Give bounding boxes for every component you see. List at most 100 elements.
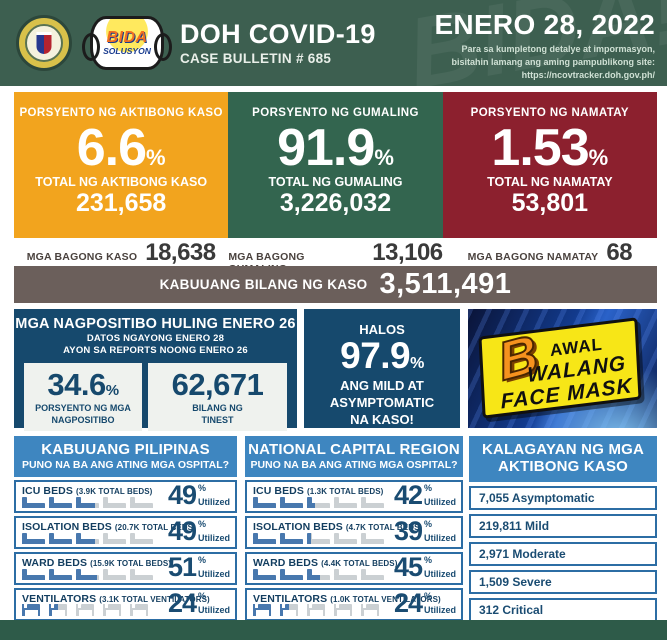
bed-icon (334, 497, 357, 509)
bed-icon (76, 569, 98, 581)
note-line-1: Para sa kumpletong detalye at impormasyo… (461, 44, 655, 54)
bulletin-date: ENERO 28, 2022 (434, 9, 655, 40)
ncr-ward-row: WARD BEDS (4.4K TOTAL BEDS) 45% Utilized (245, 552, 463, 586)
ph-icu-row: ICU BEDS (3.9K TOTAL BEDS) 49% Utilized (14, 480, 237, 514)
bed-icon (280, 497, 303, 509)
utilization-percent: 24% Utilized (167, 588, 230, 619)
deaths-box: PORSYENTO NG NAMATAY 1.53% TOTAL NG NAMA… (442, 92, 657, 238)
active-cases-breakdown-panel: KALAGAYAN NG MGA AKTIBONG KASO 7,055 Asy… (469, 436, 657, 622)
bed-icon (307, 533, 311, 545)
moderate-row: 2,971 Moderate (469, 541, 657, 566)
row-label: WARD BEDS (253, 557, 319, 570)
bed-icon (361, 533, 384, 545)
new-deaths-value: 68 (606, 239, 633, 266)
active-percent-value: 6.6% (76, 119, 166, 177)
deaths-percent-value: 1.53% (491, 119, 609, 177)
positivity-rate-card: 34.6% PORSYENTO NG MGA NAGPOSITIBO (24, 363, 142, 432)
recovered-percent-label: PORSYENTO NG GUMALING (252, 107, 419, 119)
ph-panel-subtitle: PUNO NA BA ANG ATING MGA OSPITAL? (21, 459, 230, 472)
ncr-panel-title: NATIONAL CAPITAL REGION (248, 441, 460, 458)
breakdown-title-line-2: AKTIBONG KASO (497, 458, 629, 476)
tested-count-card: 62,671 BILANG NG TINEST (148, 363, 287, 432)
summary-stats: PORSYENTO NG AKTIBONG KASO 6.6% TOTAL NG… (14, 92, 657, 238)
bed-capacity-icons (22, 529, 170, 545)
bed-capacity-icons (22, 493, 170, 509)
bed-icon (49, 533, 72, 545)
bed-icon (361, 569, 384, 581)
new-recovered-value: 13,106 (372, 239, 443, 266)
bulletin-number: CASE BULLETIN # 685 (180, 51, 332, 67)
new-recovered-cell: MGA BAGONG GUMALING 13,106 (228, 239, 443, 275)
new-cases-value: 18,638 (145, 239, 216, 266)
positivity-title: MGA NAGPOSITIBO HULING ENERO 26 (15, 316, 296, 332)
bed-icon (130, 569, 153, 581)
bed-icon (103, 569, 126, 581)
header-titles: DOH COVID-19 CASE BULLETIN # 685 (180, 18, 376, 67)
row-total: (4.4K TOTAL BEDS) (321, 559, 398, 569)
page-title: DOH COVID-19 (180, 18, 376, 49)
bed-capacity-icons (253, 493, 401, 509)
ventilator-icon (334, 604, 352, 617)
bed-icon (280, 569, 303, 581)
mild-box-caption: ANG MILD AT ASYMPTOMATIC NA KASO! (329, 377, 435, 428)
ventilator-icon (361, 604, 379, 617)
bed-icon (22, 497, 45, 509)
new-cases-cell: MGA BAGONG KASO 18,638 (14, 239, 228, 266)
ventilator-capacity-icons (22, 601, 170, 617)
ncr-panel-header: NATIONAL CAPITAL REGION PUNO NA BA ANG A… (245, 436, 463, 478)
bed-icon (76, 533, 95, 545)
recovered-box: PORSYENTO NG GUMALING 91.9% TOTAL NG GUM… (228, 92, 443, 238)
ventilator-icon (49, 604, 58, 617)
bed-icon (103, 533, 126, 545)
bed-icon (22, 533, 45, 545)
positivity-cards: 34.6% PORSYENTO NG MGA NAGPOSITIBO 62,67… (24, 363, 287, 432)
deaths-percent-label: PORSYENTO NG NAMATAY (470, 107, 629, 119)
total-cases-label: KABUUANG BILANG NG KASO (159, 277, 368, 292)
ventilator-icon (22, 604, 40, 617)
bed-icon (103, 497, 126, 509)
active-cases-box: PORSYENTO NG AKTIBONG KASO 6.6% TOTAL NG… (14, 92, 229, 238)
daily-new-row: MGA BAGONG KASO 18,638 MGA BAGONG GUMALI… (14, 239, 657, 275)
ph-isolation-row: ISOLATION BEDS (20.7K TOTAL BEDS) 49% Uti… (14, 516, 237, 550)
ventilator-icon (307, 604, 325, 617)
bed-icon (334, 533, 357, 545)
positivity-rate-value: 34.6% (47, 367, 119, 402)
bed-icon (253, 569, 276, 581)
bed-icon (22, 569, 45, 581)
severe-row: 1,509 Severe (469, 569, 657, 594)
tracker-url-link[interactable]: https://ncovtracker.doh.gov.ph/ (521, 70, 655, 81)
utilization-percent: 49% Utilized (167, 516, 230, 547)
row-total: (3.1K TOTAL VENTILATORS) (99, 595, 210, 605)
total-cases-value: 3,511,491 (379, 268, 512, 300)
ncr-icu-row: ICU BEDS (1.3K TOTAL BEDS) 42% Utilized (245, 480, 463, 514)
ncr-hospital-panel: NATIONAL CAPITAL REGION PUNO NA BA ANG A… (245, 436, 463, 622)
note-line-2: bisitahin lamang ang aming pampublikong … (451, 57, 655, 68)
row-label: ISOLATION BEDS (22, 521, 112, 534)
mild-percent-value: 97.9% (340, 335, 424, 376)
positivity-rate-label: PORSYENTO NG MGA NAGPOSITIBO (35, 403, 131, 425)
bed-icon (253, 533, 276, 545)
bed-capacity-icons (253, 529, 401, 545)
row-label: VENTILATORS (22, 593, 97, 606)
sign-yellow-board: B AWAL WALANG FACE MASK (478, 317, 642, 419)
mild-row: 219,811 Mild (469, 513, 657, 538)
utilization-percent: 51% Utilized (167, 552, 230, 583)
header-note: Para sa kumpletong detalye at impormasyo… (434, 43, 655, 82)
face-mask-sign: B AWAL WALANG FACE MASK (468, 309, 657, 428)
bed-icon (280, 533, 303, 545)
critical-row: 312 Critical (469, 597, 657, 622)
row-total: (1.3K TOTAL BEDS) (307, 487, 384, 497)
utilization-percent: 49% Utilized (167, 480, 230, 511)
row-label: ICU BEDS (22, 485, 73, 498)
ventilator-icon (280, 604, 289, 617)
active-total-label: TOTAL NG AKTIBONG KASO (35, 175, 208, 189)
row-label: WARD BEDS (22, 557, 88, 570)
recovered-total-label: TOTAL NG GUMALING (268, 175, 403, 189)
positivity-subtitle-2: AYON SA REPORTS NOONG ENERO 26 (63, 345, 248, 356)
ph-panel-title: KABUUANG PILIPINAS (41, 441, 210, 458)
row-total: (3.9K TOTAL BEDS) (76, 487, 153, 497)
bed-icon (334, 569, 357, 581)
positivity-box: MGA NAGPOSITIBO HULING ENERO 26 DATOS NG… (14, 309, 297, 432)
active-total-value: 231,658 (75, 189, 167, 217)
asymptomatic-row: 7,055 Asymptomatic (469, 485, 657, 510)
